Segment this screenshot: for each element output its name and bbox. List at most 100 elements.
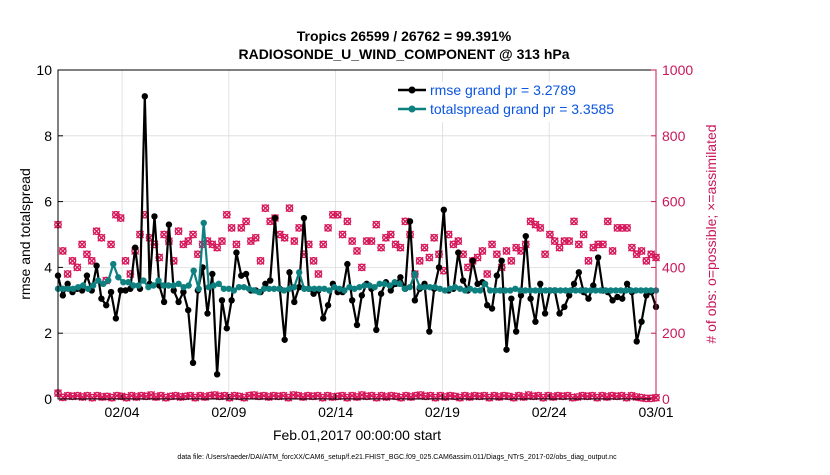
obs-assimilated-marker-circle (642, 394, 651, 403)
obs-possible-marker-circle (483, 270, 492, 278)
obs-possible-marker-circle (319, 240, 328, 249)
obs-possible-marker-cross-b (97, 233, 106, 242)
y-right-tick-label: 1000 (662, 62, 693, 78)
series-point-spread (607, 287, 614, 294)
obs-possible-marker-cross-b (68, 256, 77, 265)
series-point-rmse (522, 232, 529, 240)
series-point-spread (572, 287, 579, 294)
series-point-rmse (493, 272, 501, 279)
obs-possible-marker-circle (107, 240, 115, 249)
obs-possible-marker-cross-b (237, 223, 246, 232)
obs-possible-marker-cross-b (526, 217, 535, 226)
obs-possible-marker-cross-b (295, 223, 304, 232)
axes: 0 2 4 6 8 10 0 200 400 600 800 1000 02/04 02/09 02/14 0… (36, 62, 693, 420)
obs-assimilated-marker-cross-b (563, 391, 572, 400)
series-point-spread (170, 282, 177, 289)
obs-possible-marker-cross-b (343, 217, 352, 226)
obs-possible-marker-circle (324, 224, 332, 232)
series-point-rmse (344, 260, 351, 268)
series-point-rmse (189, 359, 197, 367)
series-point-rmse (556, 310, 563, 317)
series-point-spread (296, 269, 303, 276)
obs-assimilated-marker-cross-b (338, 391, 347, 400)
series-point-spread (316, 285, 323, 292)
obs-possible-marker-cross-b (401, 217, 410, 226)
obs-possible-marker-cross-b (348, 237, 357, 246)
obs-possible-marker-circle (232, 240, 241, 249)
series-point-spread (205, 283, 212, 291)
obs-possible-marker-cross-b (420, 243, 429, 252)
obs-possible-marker-circle (68, 256, 77, 265)
series-point-spread (120, 279, 127, 286)
obs-possible-marker-cross-b (492, 250, 501, 259)
y-right-tick-label: 800 (662, 128, 686, 144)
obs-possible-marker-cross-b (439, 266, 448, 275)
series-point-rmse (512, 328, 520, 335)
obs-possible-marker-circle (473, 253, 482, 262)
obs-possible-marker-cross-b (550, 237, 559, 246)
series-point-rmse (170, 287, 177, 294)
series-point-rmse (508, 295, 515, 302)
obs-possible-marker-cross-b (565, 237, 574, 246)
y-right-tick-label: 0 (662, 391, 670, 407)
obs-possible-marker-circle (92, 227, 101, 236)
series-point-spread (215, 280, 223, 288)
obs-assimilated-marker-circle (558, 392, 567, 401)
series-point-rmse (262, 280, 269, 288)
obs-possible-marker-cross-b (213, 243, 222, 252)
series-point-spread (537, 287, 544, 294)
obs-possible-marker-cross-b (516, 246, 525, 255)
series-point-rmse (204, 310, 211, 317)
obs-possible-marker-cross-b (430, 233, 439, 242)
series-point-spread (225, 285, 233, 292)
series-point-rmse (498, 257, 505, 265)
series-point-rmse (300, 214, 308, 222)
obs-possible-marker-circle (87, 256, 96, 265)
obs-assimilated-marker-circle (181, 392, 190, 401)
obs-possible-marker-cross-b (623, 223, 632, 232)
obs-assimilated-marker-cross-b (426, 391, 435, 400)
obs-possible-marker-cross-b (58, 246, 67, 255)
series-point-rmse (238, 272, 245, 279)
obs-possible-marker-cross-b (174, 227, 183, 236)
obs-possible-marker-cross-b (545, 230, 554, 239)
series-point-spread (210, 282, 217, 289)
obs-possible-marker-cross-b (319, 240, 328, 249)
legend: rmse grand pr = 3.2789 totalspread grand… (395, 82, 645, 122)
obs-possible-marker-circle (333, 210, 342, 219)
series-point-spread (69, 285, 77, 292)
obs-possible-marker-circle (560, 237, 569, 245)
series-point-rmse (488, 305, 496, 312)
obs-assimilated-marker-cross-b (436, 391, 445, 400)
obs-assimilated-marker-circle (475, 392, 484, 401)
x-axis-label: Feb.01,2017 00:00:00 start (273, 427, 441, 443)
series-point-rmse (59, 292, 67, 299)
series-point-spread (436, 285, 444, 292)
obs-possible-marker-cross-b (502, 246, 511, 255)
series-point-rmse (594, 254, 602, 261)
series-point-rmse (565, 292, 573, 299)
series-point-rmse (151, 213, 158, 220)
legend-rmse-label: rmse grand pr = 3.2789 (430, 82, 576, 98)
series-point-rmse (107, 288, 115, 296)
series-point-spread (336, 285, 343, 292)
obs-possible-marker-circle (536, 224, 545, 232)
obs-possible-marker-cross-b (92, 227, 101, 236)
series-point-spread (642, 287, 650, 294)
obs-possible-marker-cross-b (570, 217, 579, 226)
obs-assimilated-marker-cross-b (210, 391, 219, 400)
obs-possible-marker-circle (377, 243, 386, 252)
obs-assimilated-marker-circle (421, 392, 430, 401)
series-point-spread (552, 287, 559, 294)
series-point-spread (441, 287, 449, 294)
obs-possible-marker-cross-b (507, 256, 516, 265)
series-point-rmse (614, 293, 621, 301)
obs-assimilated-marker-cross-b (313, 391, 322, 400)
series-point-spread (592, 287, 599, 294)
legend-rmse-marker (408, 86, 416, 94)
series-point-rmse (141, 93, 149, 100)
obs-assimilated-marker-circle (215, 392, 224, 401)
series-point-rmse (469, 257, 476, 265)
series-point-rmse (348, 297, 356, 304)
obs-possible-marker-circle (218, 237, 226, 245)
